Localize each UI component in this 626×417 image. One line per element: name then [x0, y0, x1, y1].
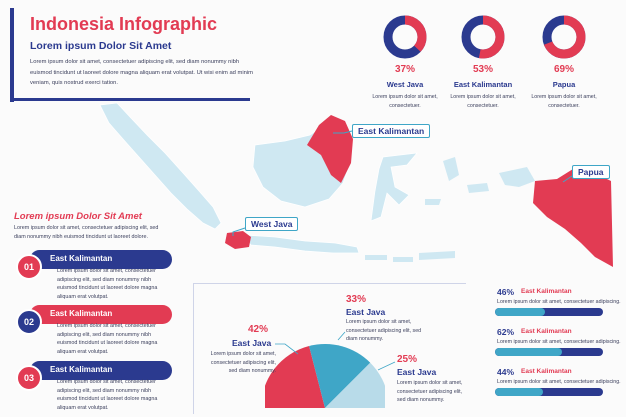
donut-card-east-kalimantan: 53% East Kalimantan Lorem ipsum dolor si… — [446, 15, 520, 111]
progress-bar-fill — [495, 308, 545, 316]
pie-slice-33 — [309, 344, 371, 408]
bar-name-1: East Kalimantan — [521, 288, 572, 295]
papua-west-region — [499, 167, 535, 187]
step-desc-02: Lorem ipsum dolor sit amet, consectetuer… — [57, 323, 158, 355]
donut-percent: 53% — [472, 64, 493, 75]
bar-name-2: East Kalimantan — [521, 328, 572, 335]
pie-slice-percent-25: 25% — [397, 354, 418, 365]
step-title: East Kalimantan — [50, 254, 113, 263]
donut-arc — [383, 15, 427, 59]
lesser-sunda-islands — [365, 251, 455, 262]
map-label-west-java: West Java — [245, 217, 299, 231]
east-kalimantan-region — [307, 115, 353, 183]
donut-desc: Lorem ipsum dolor sit amet, consectetuer… — [450, 94, 516, 109]
east-kalimantan-connector — [333, 130, 353, 134]
java-island — [242, 234, 360, 254]
donut-chart-papua — [542, 15, 586, 59]
step-number-01: 01 — [16, 254, 42, 280]
bar-name-3: East Kalimantan — [521, 368, 572, 375]
pie-slice-name-42: East Java — [232, 338, 272, 348]
donut-arc — [461, 15, 505, 59]
sulawesi-island — [370, 152, 418, 222]
bar-desc-3: Lorem ipsum dolor sit amet, consectetuer… — [497, 379, 621, 385]
donut-arc — [542, 15, 586, 59]
donut-chart-east-kalimantan — [461, 15, 505, 59]
bar-percent-2: 62% — [497, 327, 515, 337]
pie-panel-border — [193, 283, 466, 414]
step-title: East Kalimantan — [50, 309, 113, 318]
progress-bar-3 — [495, 388, 603, 396]
progress-bar-fill — [495, 388, 543, 396]
donut-chart-west-java — [383, 15, 427, 59]
pie-slice-25 — [325, 362, 385, 408]
donut-desc: Lorem ipsum dolor sit amet, consectetuer… — [531, 94, 597, 109]
page-subtitle: Lorem ipsum Dolor Sit Amet — [30, 40, 172, 52]
step-number-03: 03 — [16, 365, 42, 391]
bar-percent-1: 46% — [497, 287, 515, 297]
bar-percent-3: 44% — [497, 367, 515, 377]
progress-bar-fill — [495, 348, 562, 356]
step-banner-02: East Kalimantan — [30, 305, 172, 324]
bar-desc-2: Lorem ipsum dolor sit amet, consectetuer… — [497, 339, 621, 345]
step-title: East Kalimantan — [50, 365, 113, 374]
west-java-region — [225, 231, 251, 249]
pie-connector-33 — [337, 331, 346, 341]
pie-slice-percent-33: 33% — [346, 294, 367, 305]
pie-connector-42 — [275, 343, 299, 355]
west-java-connector — [232, 227, 246, 236]
maluku-islands — [425, 157, 489, 205]
pie-slice-desc-42: Lorem ipsum dolor sit amet, consectetuer… — [210, 351, 276, 374]
sumatra-island — [99, 102, 222, 230]
papua-region — [533, 169, 613, 267]
donut-card-west-java: 37% West Java Lorem ipsum dolor sit amet… — [368, 15, 442, 111]
donut-name: West Java — [386, 80, 424, 89]
progress-bar-1 — [495, 308, 603, 316]
page-title: Indonesia Infographic — [30, 14, 218, 34]
pie-slice-42 — [265, 346, 325, 408]
bar-desc-1: Lorem ipsum dolor sit amet, consectetuer… — [497, 299, 621, 305]
donut-name: Papua — [552, 80, 576, 89]
indonesia-map — [99, 102, 613, 267]
pie-slice-name-25: East Java — [397, 367, 437, 377]
step-banner-01: East Kalimantan — [30, 250, 172, 269]
pie-slice-percent-42: 42% — [248, 324, 269, 335]
step-desc-01: Lorem ipsum dolor sit amet, consectetuer… — [57, 268, 158, 300]
map-label-east-kalimantan: East Kalimantan — [352, 124, 431, 138]
pie-connector-25 — [377, 361, 396, 371]
pie-slice-desc-33: Lorem ipsum dolor sit amet, consectetuer… — [346, 319, 422, 342]
pie-slice-name-33: East Java — [346, 307, 386, 317]
step-banner-03: East Kalimantan — [30, 361, 172, 380]
header-frame-top — [10, 8, 14, 102]
donut-percent: 37% — [394, 64, 415, 75]
progress-bar-2 — [495, 348, 603, 356]
papua-connector — [562, 175, 573, 183]
donut-card-papua: 69% Papua Lorem ipsum dolor sit amet, co… — [527, 15, 601, 111]
donut-desc: Lorem ipsum dolor sit amet, consectetuer… — [372, 94, 438, 109]
left-section-title: Lorem ipsum Dolor Sit Amet — [14, 211, 142, 222]
pie-chart — [265, 344, 385, 408]
left-section-body: Lorem ipsum dolor sit amet, consectetuer… — [14, 225, 159, 240]
map-label-papua: Papua — [572, 165, 610, 179]
donut-percent: 69% — [553, 64, 574, 75]
pie-slice-desc-25: Lorem ipsum dolor sit amet, consectetuer… — [397, 380, 463, 403]
step-number-02: 02 — [16, 309, 42, 335]
header-body: Lorem ipsum dolor sit amet, consectetuer… — [30, 59, 253, 86]
header-frame-bottom — [10, 98, 250, 101]
step-desc-03: Lorem ipsum dolor sit amet, consectetuer… — [57, 379, 158, 411]
donut-name: East Kalimantan — [453, 80, 513, 89]
